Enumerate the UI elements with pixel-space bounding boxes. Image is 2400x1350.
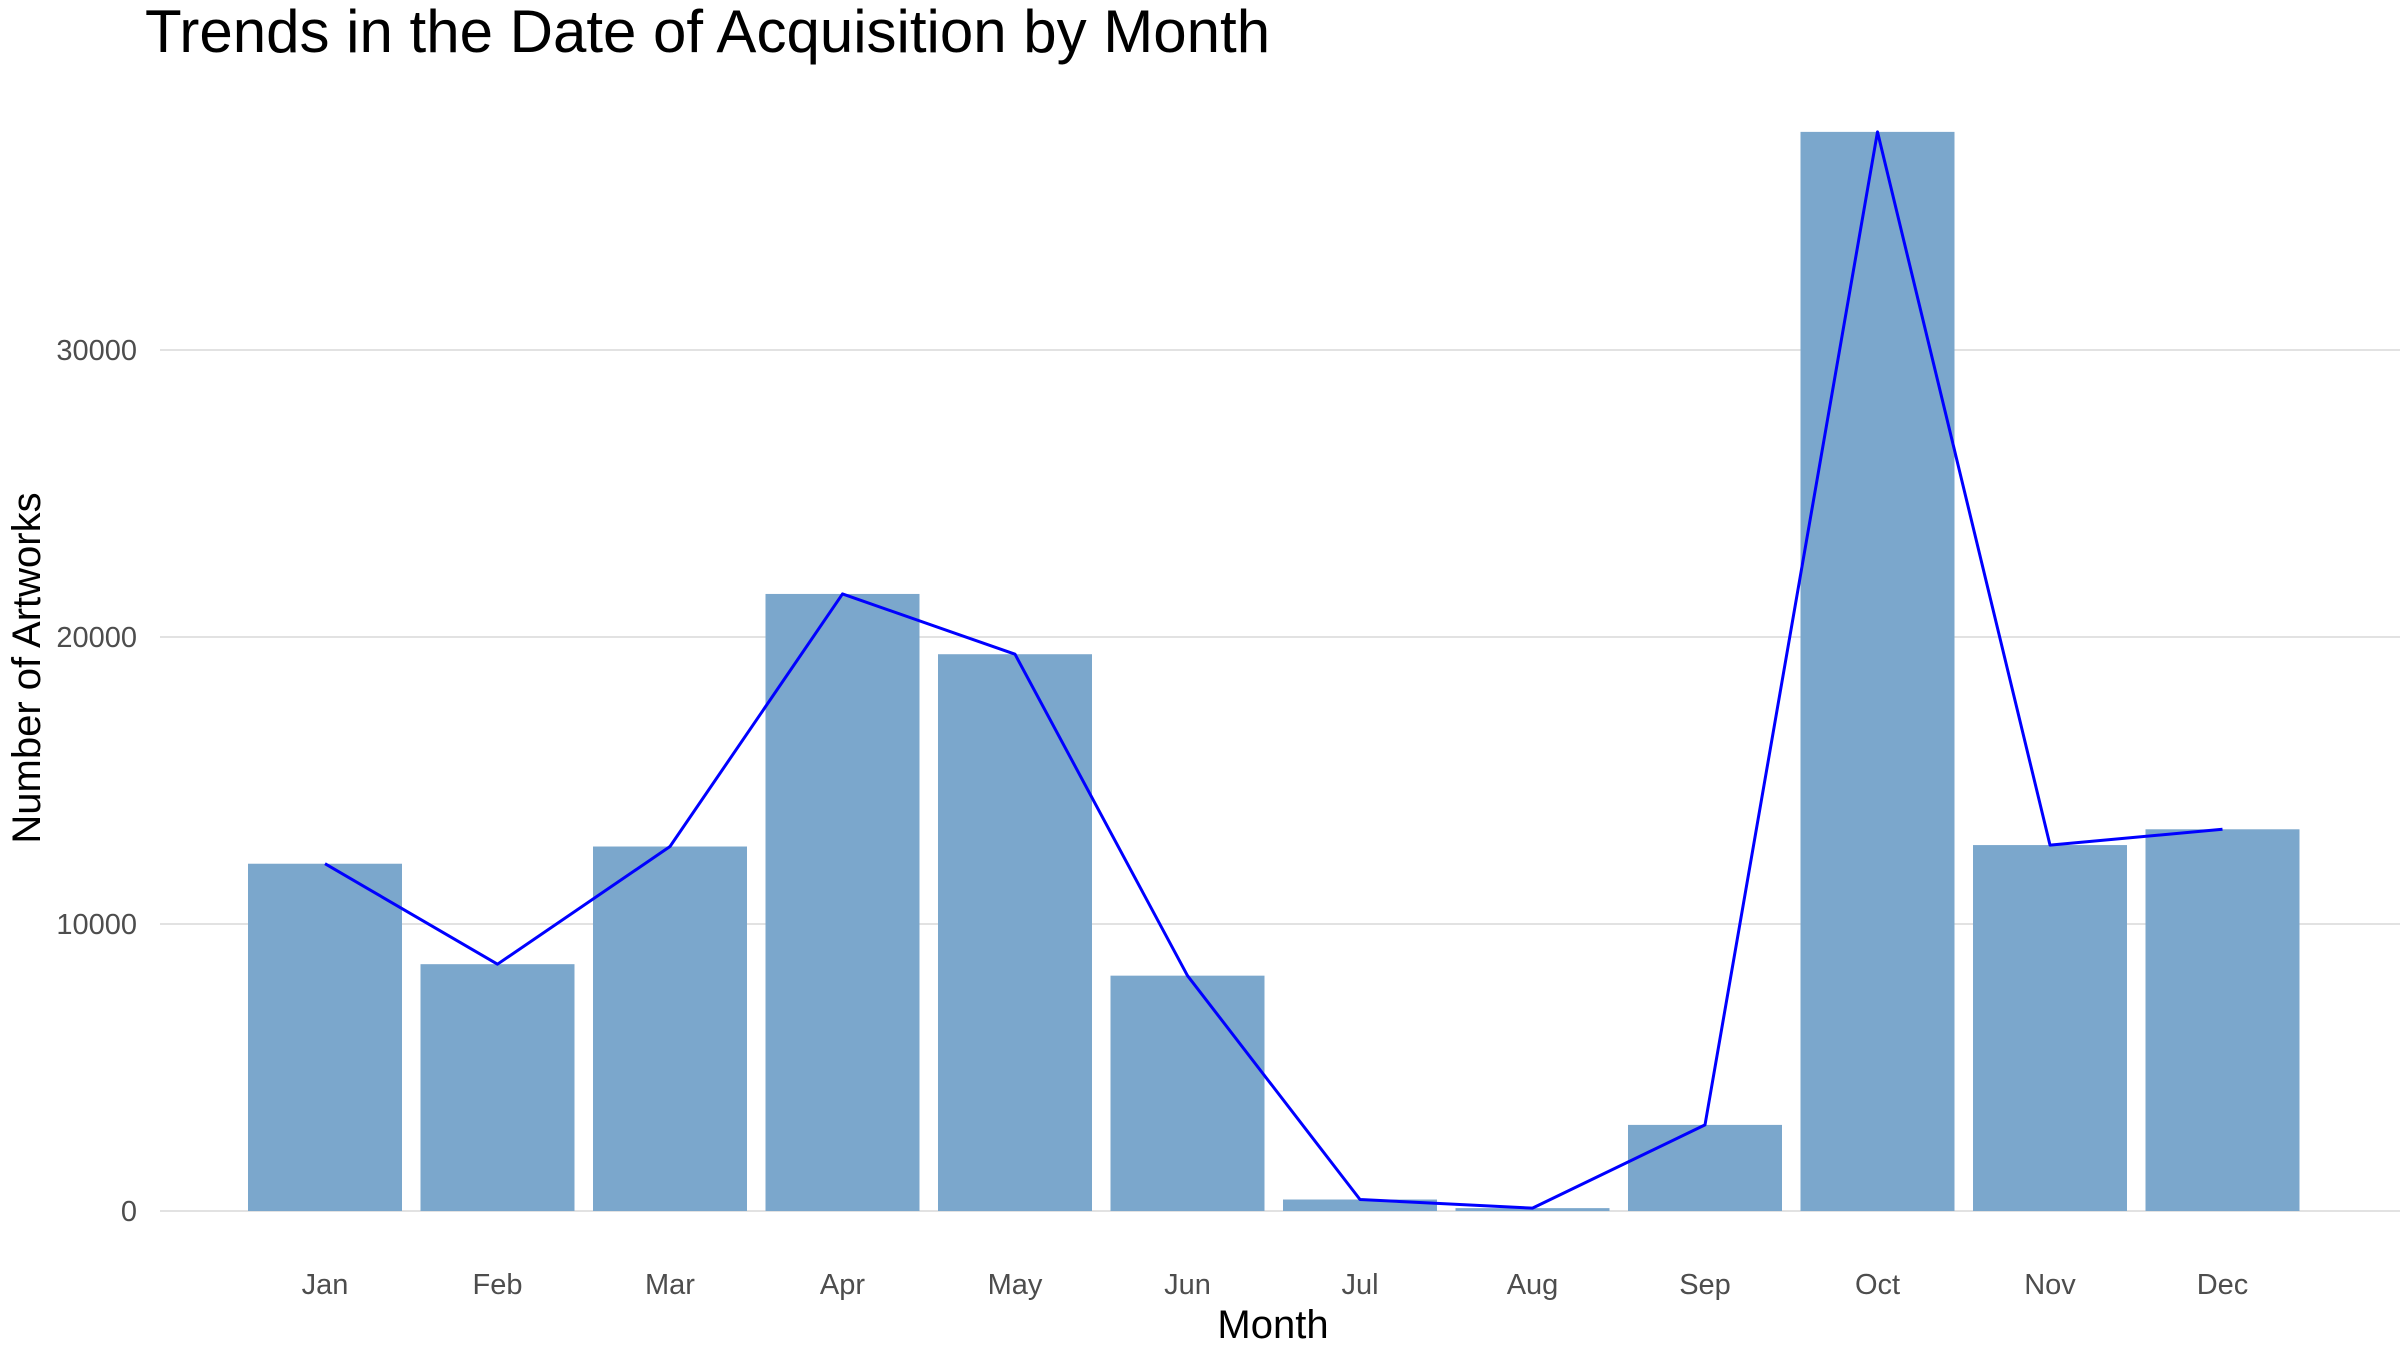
bars-group <box>248 131 2300 1211</box>
y-tick-label: 30000 <box>56 335 137 367</box>
x-axis-title: Month <box>1217 1303 1328 1347</box>
bar-mar <box>593 846 747 1211</box>
x-tick-label: Sep <box>1679 1269 1731 1301</box>
x-tick-label: Oct <box>1855 1269 1900 1301</box>
bar-oct <box>1800 131 1955 1211</box>
x-axis-ticks: Jan Feb Mar Apr May Jun Jul Aug Sep Oct Nov Dec <box>302 1269 2249 1301</box>
x-tick-label: Dec <box>2197 1269 2249 1301</box>
bar-jan <box>248 863 402 1211</box>
bar-may <box>938 654 1092 1211</box>
bar-feb <box>420 964 575 1211</box>
x-tick-label: Feb <box>473 1269 523 1301</box>
trend-line <box>324 130 2223 1210</box>
y-tick-label: 20000 <box>56 622 137 654</box>
bar-sep <box>1628 1124 1782 1211</box>
chart-title: Trends in the Date of Acquisition by Mon… <box>145 0 1270 65</box>
x-tick-label: Nov <box>2024 1269 2076 1301</box>
bar-jun <box>1110 975 1265 1211</box>
x-tick-label: Jul <box>1341 1269 1378 1301</box>
bar-dec <box>2145 829 2300 1211</box>
x-tick-label: Apr <box>820 1269 865 1301</box>
y-axis-ticks: 0 10000 20000 30000 <box>56 335 137 1228</box>
trend-line-group <box>324 130 2223 1210</box>
bar-nov <box>1973 845 2127 1211</box>
y-tick-label: 0 <box>121 1196 137 1228</box>
x-tick-label: Jan <box>302 1269 349 1301</box>
y-tick-label: 10000 <box>56 909 137 941</box>
bar-apr <box>765 593 920 1211</box>
y-axis-title: Number of Artworks <box>5 492 49 843</box>
x-tick-label: May <box>988 1269 1043 1301</box>
bar-jul <box>1283 1199 1437 1211</box>
x-tick-label: Jun <box>1164 1269 1211 1301</box>
x-tick-label: Mar <box>645 1269 695 1301</box>
x-tick-label: Aug <box>1507 1269 1559 1301</box>
